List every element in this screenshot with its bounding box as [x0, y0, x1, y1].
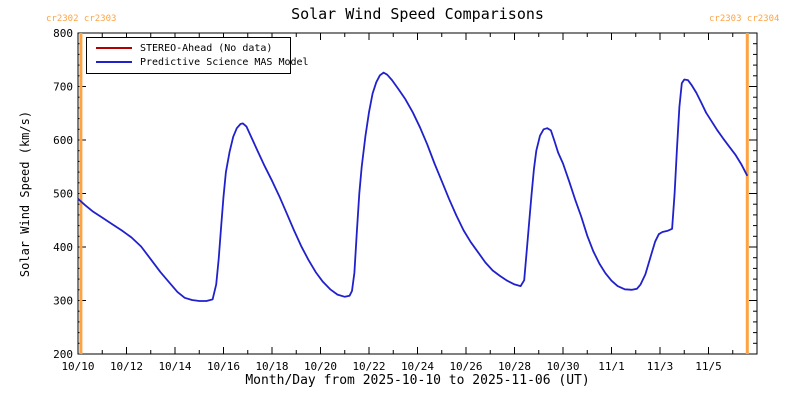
x-tick-label: 10/22: [352, 360, 385, 373]
legend-entry-mas: Predictive Science MAS Model: [87, 55, 309, 69]
x-tick-label: 10/18: [255, 360, 288, 373]
x-tick-label: 10/28: [498, 360, 531, 373]
plot-frame: [77, 32, 758, 355]
mas-line-sample: [96, 61, 132, 63]
x-tick-label: 10/14: [158, 360, 191, 373]
y-tick-label: 600: [53, 134, 73, 147]
y-tick-label: 400: [53, 241, 73, 254]
legend-entry-label: Predictive Science MAS Model: [140, 56, 309, 68]
carrington-labels-right: cr2303 cr2304: [709, 14, 780, 24]
x-axis-title: Month/Day from 2025-10-10 to 2025-11-06 …: [245, 373, 590, 388]
x-tick-label: 10/20: [304, 360, 337, 373]
legend-entry-label: STEREO-Ahead (No data): [140, 42, 273, 54]
x-tick-label: 11/1: [598, 360, 625, 373]
y-tick-label: 800: [53, 27, 73, 40]
chart-title: Solar Wind Speed Comparisons: [291, 5, 544, 23]
y-tick-label: 500: [53, 188, 73, 201]
y-tick-label: 300: [53, 295, 73, 308]
y-tick-label: 700: [53, 81, 73, 94]
y-axis-title: Solar Wind Speed (km/s): [18, 110, 32, 278]
carrington-labels-left: cr2302 cr2303: [46, 14, 117, 24]
x-tick-label: 10/24: [401, 360, 434, 373]
x-tick-label: 11/3: [647, 360, 674, 373]
x-tick-label: 10/12: [110, 360, 143, 373]
x-tick-label: 11/5: [695, 360, 722, 373]
series-line: [77, 71, 749, 302]
x-tick-label: 10/16: [207, 360, 240, 373]
y-tick-label: 200: [53, 348, 73, 361]
x-tick-label: 10/10: [61, 360, 94, 373]
x-tick-label: 10/30: [546, 360, 579, 373]
stereo-line-sample: [96, 47, 132, 49]
legend-entry-stereo: STEREO-Ahead (No data): [87, 41, 290, 55]
x-tick-label: 10/26: [449, 360, 482, 373]
legend: STEREO-Ahead (No data) Predictive Scienc…: [86, 37, 309, 74]
